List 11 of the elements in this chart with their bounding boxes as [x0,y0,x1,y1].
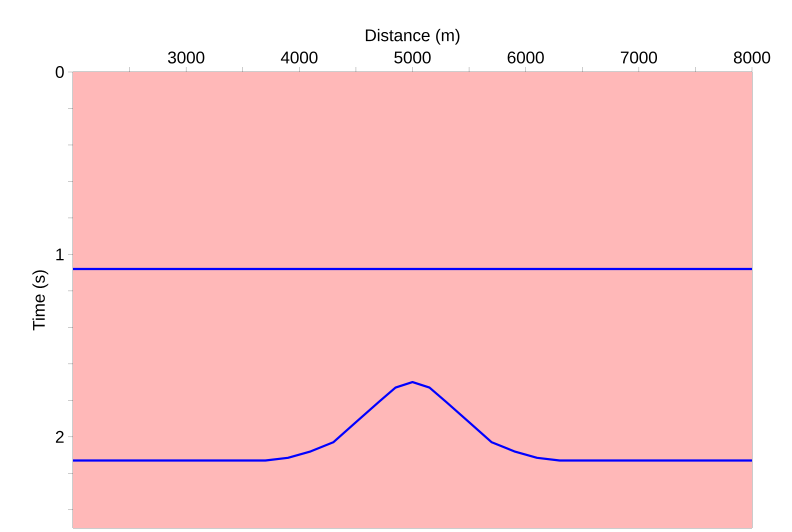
x-tick-label: 3000 [168,51,204,64]
x-tick-label: 5000 [394,51,431,64]
y-axis-title: Time (s) [32,270,48,330]
y-tick-label: 2 [56,430,64,443]
x-axis-title: Distance (m) [366,28,460,45]
y-tick-label: 1 [56,248,64,260]
x-tick-label: 4000 [280,51,318,64]
x-tick-label: 7000 [620,51,658,64]
y-tick-label: 0 [56,66,64,78]
x-tick-label: 8000 [734,51,770,64]
x-tick-label: 6000 [508,51,544,64]
